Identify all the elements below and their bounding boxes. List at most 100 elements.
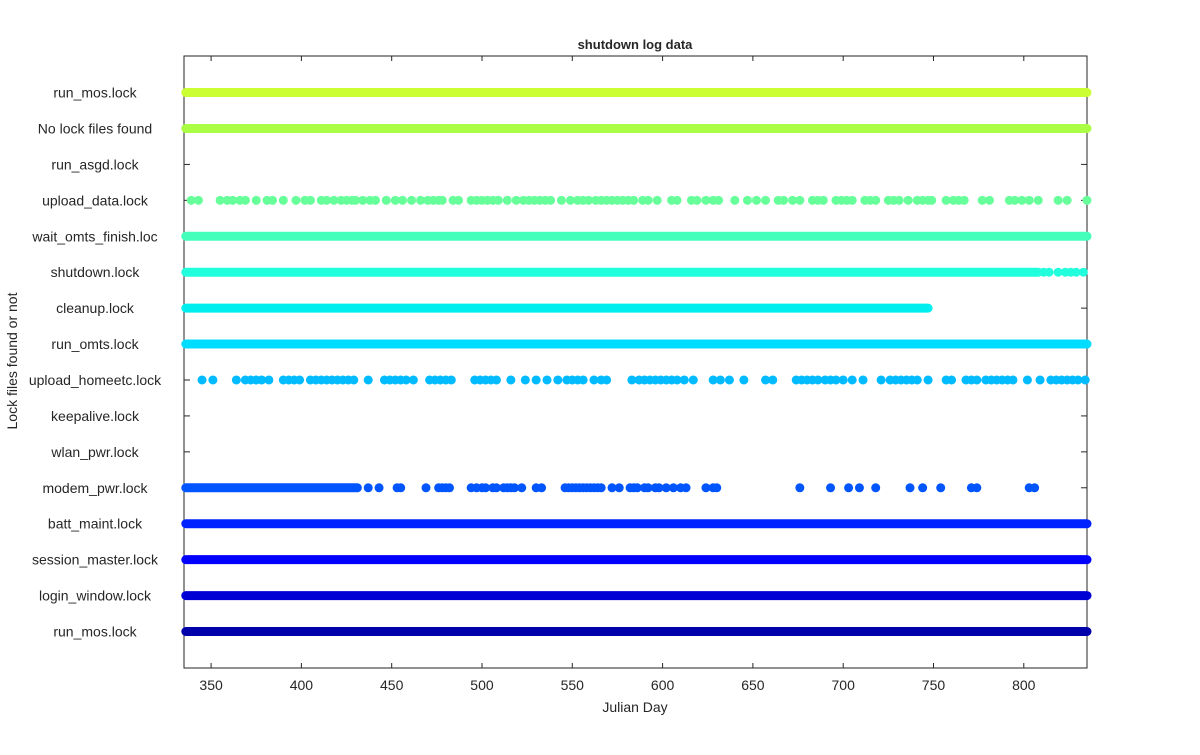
data-point [251,195,261,205]
y-category-label: run_asgd.lock [51,156,139,172]
plot-area [183,55,1088,669]
data-point [668,483,678,493]
y-category-label: upload_data.lock [42,192,149,208]
data-point [267,195,277,205]
x-tick-label: 450 [380,677,404,693]
data-point [844,483,854,493]
data-point [742,195,752,205]
x-tick-label: 550 [561,677,585,693]
data-point [215,195,225,205]
data-point [228,195,238,205]
data-point [491,483,501,493]
data-point [761,375,771,385]
data-point [654,483,664,493]
data-point [947,375,957,385]
data-point [363,375,373,385]
data-point [679,375,689,385]
data-point [1082,195,1092,205]
data-point [264,375,274,385]
data-point [556,195,566,205]
y-category-label: No lock files found [38,120,152,136]
data-point [627,375,637,385]
data-point [1044,267,1054,277]
data-point [643,483,653,493]
data-point [795,195,805,205]
data-point [730,195,740,205]
data-point [923,375,933,385]
data-point [370,195,380,205]
data-point [661,483,671,493]
data-point [701,483,711,493]
data-point [838,375,848,385]
data-point [291,195,301,205]
data-point [437,195,447,205]
data-point [502,195,512,205]
data-point [712,483,722,493]
data-point [257,375,267,385]
x-tick-label: 800 [1012,677,1036,693]
data-point [1024,195,1034,205]
data-point [553,375,563,385]
data-point [520,375,530,385]
y-axis-label: Lock files found or not [4,292,20,429]
x-axis-label: Julian Day [602,699,667,715]
data-point [692,195,702,205]
y-category-label: keepalive.lock [51,408,140,424]
data-point [589,375,599,385]
data-point [349,375,359,385]
data-point [1035,375,1045,385]
data-point [912,375,922,385]
data-point [629,195,639,205]
data-point [701,195,711,205]
y-category-label: run_omts.lock [51,336,139,352]
data-point [1010,195,1020,205]
y-category-label: batt_maint.lock [48,516,143,532]
data-point [1017,195,1027,205]
data-point [511,195,521,205]
data-point [714,195,724,205]
data-point [903,195,913,205]
data-point [681,483,691,493]
data-point [407,195,417,205]
data-point [972,483,982,493]
series-12 [186,195,1092,205]
y-category-label: run_mos.lock [53,624,137,640]
data-point [688,375,698,385]
data-point [351,195,361,205]
data-point [446,375,456,385]
data-point [708,375,718,385]
y-category-label: upload_homeetc.lock [29,372,162,388]
data-point [1071,267,1081,277]
data-point [788,195,798,205]
data-point [1062,195,1072,205]
x-tick-label: 500 [470,677,494,693]
data-point [1078,267,1088,277]
data-point [672,195,682,205]
data-point [752,195,762,205]
data-point [208,375,218,385]
data-point [493,195,503,205]
data-point [1033,195,1043,205]
data-point [596,483,606,493]
x-tick-label: 650 [741,677,765,693]
data-point [537,483,547,493]
data-point [672,375,682,385]
data-point [607,483,617,493]
data-point [1053,267,1063,277]
data-point [826,483,836,493]
data-point [1022,375,1032,385]
x-tick-label: 750 [922,677,946,693]
data-point [491,375,501,385]
data-point [858,375,868,385]
data-point [876,375,886,385]
data-point [231,375,241,385]
data-point [871,483,881,493]
data-point [454,195,464,205]
axis-ticks: 350 400 450 500 550 600 650 700 750 800 run_mos.lo… [29,56,1087,693]
y-category-label: session_master.lock [32,552,159,568]
y-category-label: cleanup.lock [56,300,135,316]
y-category-label: wait_omts_finish.loc [31,228,157,244]
data-point [1073,375,1083,385]
data-point [905,483,915,493]
